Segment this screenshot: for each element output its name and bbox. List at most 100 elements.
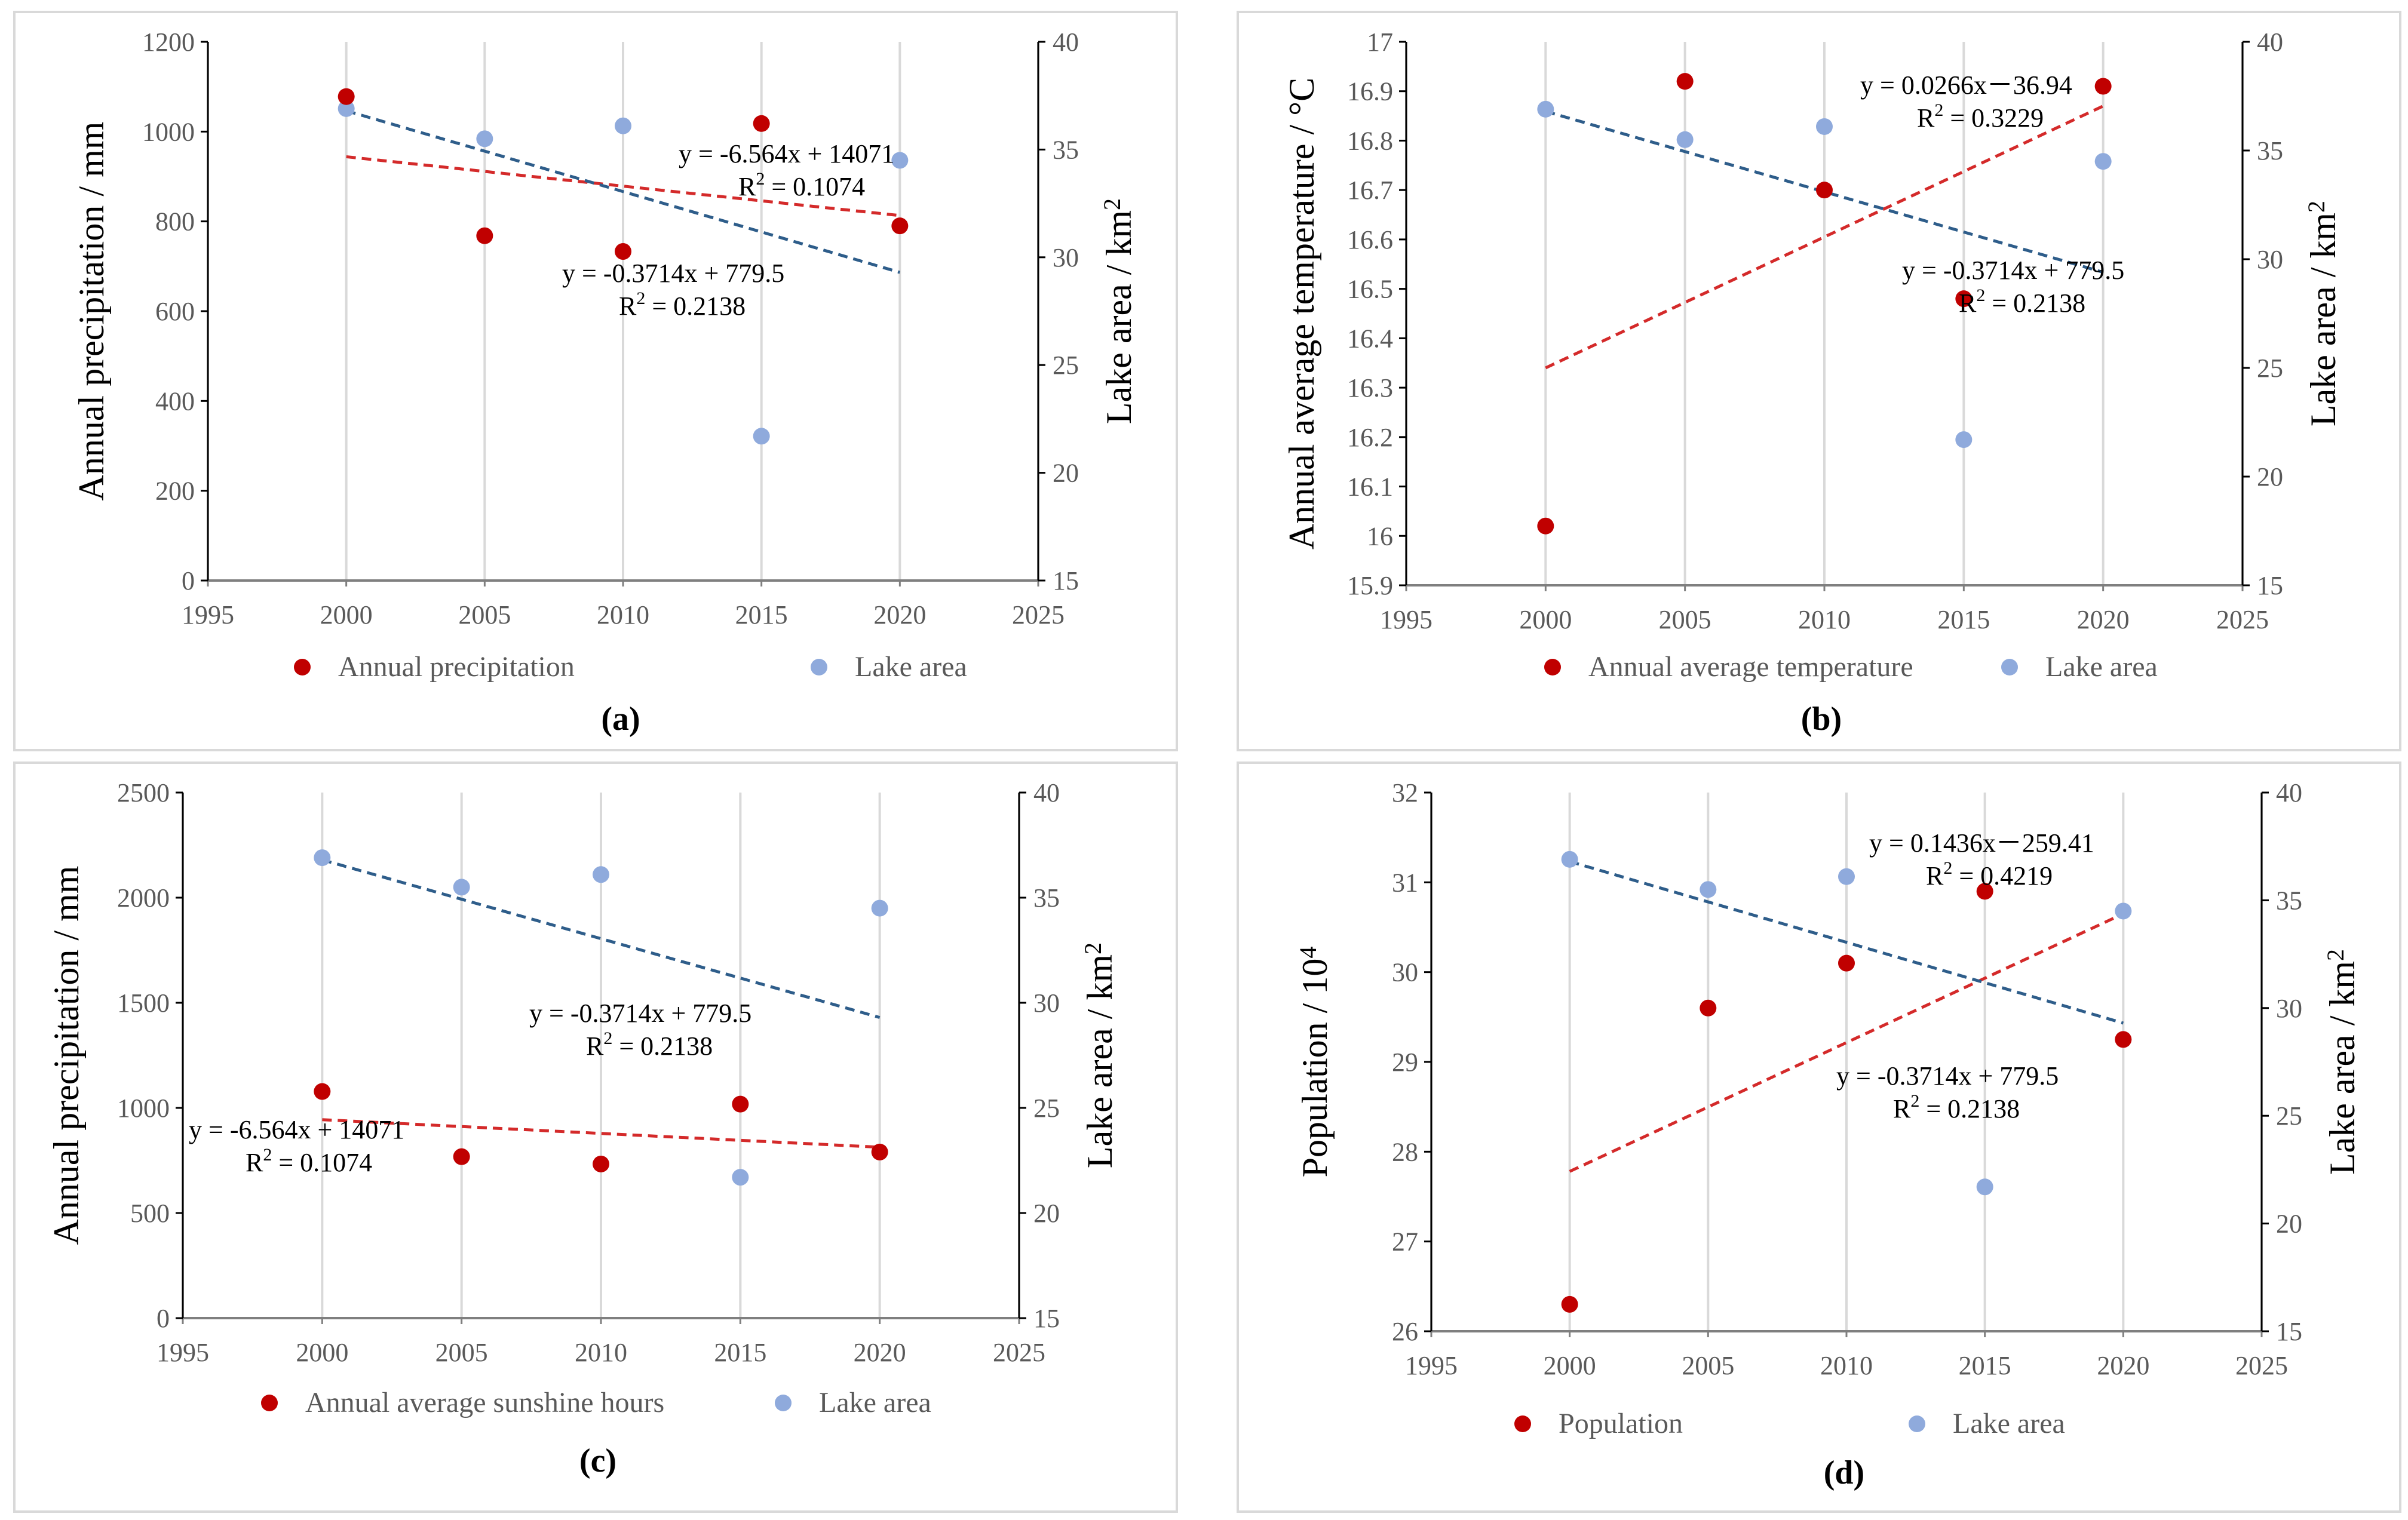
y-tick-label: 16.1 (1347, 472, 1393, 502)
legend-marker-primary (1544, 659, 1561, 675)
data-point-lake-area (2115, 902, 2132, 920)
y2-tick-label: 25 (1053, 351, 1079, 380)
y-axis-title: Annual precipitation / mm (72, 122, 111, 501)
x-tick-label: 2025 (993, 1338, 1045, 1367)
y2-axis-title: Lake area / km2 (1079, 942, 1119, 1168)
y2-tick-label: 30 (2257, 245, 2283, 274)
data-point-lake-area (871, 899, 888, 917)
x-tick-label: 2005 (1659, 605, 1711, 634)
y2-tick-label: 25 (1033, 1094, 1060, 1123)
y2-axis-title: Lake area / km2 (1099, 198, 1139, 424)
y-tick-label: 2000 (117, 883, 170, 913)
y-tick-label: 16 (1367, 521, 1393, 551)
y-tick-label: 400 (155, 386, 195, 416)
x-tick-label: 2000 (296, 1338, 348, 1367)
chart-panel-d: 1995 2000 2005 2010 2015 2020 2025 26 27 28 29 30 31… (1237, 761, 2401, 1513)
x-tick-label: 2020 (854, 1338, 906, 1367)
y-tick-label: 32 (1392, 778, 1418, 807)
x-tick-label: 2010 (575, 1338, 627, 1367)
x-tick-label: 2010 (1798, 605, 1851, 634)
y-tick-label: 16.4 (1347, 324, 1393, 353)
y-axis-title: Annual precipitation / mm (47, 866, 86, 1245)
y2-tick-label: 15 (2276, 1317, 2302, 1346)
y-tick-label: 800 (155, 207, 195, 237)
r-squared-label: R2 = 0.2138 (619, 288, 746, 321)
data-point-lake-area (1838, 868, 1855, 885)
y-tick-label: 28 (1392, 1137, 1418, 1166)
x-tick-label: 1995 (1380, 605, 1432, 634)
data-point-lake-area (1537, 100, 1554, 118)
x-tick-label: 2000 (1519, 605, 1572, 634)
trendline-red (1545, 105, 2104, 370)
legend-marker-lake-area (775, 1395, 792, 1411)
y-tick-label: 16.3 (1347, 373, 1393, 403)
y-tick-label: 1000 (142, 117, 195, 146)
data-point-primary (753, 115, 770, 132)
chart-svg: 1995 2000 2005 2010 2015 2020 2025020040060080… (72, 27, 1139, 738)
x-tick-label: 2025 (1012, 600, 1065, 630)
regression-equation: y = -0.3714x + 779.5 (1836, 1061, 2059, 1091)
panel-label: (a) (601, 701, 640, 738)
data-point-lake-area (615, 117, 631, 134)
x-tick-label: 2000 (320, 600, 373, 630)
data-point-lake-area (314, 849, 331, 867)
y-tick-label: 17 (1367, 27, 1393, 57)
data-point-primary (453, 1148, 470, 1165)
x-tick-label: 2020 (873, 600, 926, 630)
y-tick-label: 29 (1392, 1048, 1418, 1077)
legend-label-primary: Population (1559, 1408, 1683, 1439)
regression-equation: y = 0.0266x－36.94 (1860, 70, 2072, 100)
data-point-primary (1976, 883, 1993, 900)
data-point-primary (1537, 517, 1554, 535)
legend-marker-lake-area (1909, 1415, 1925, 1432)
y2-tick-label: 20 (1033, 1199, 1060, 1228)
y-tick-label: 15.9 (1347, 571, 1393, 600)
x-tick-label: 2005 (435, 1338, 488, 1367)
legend-label-lake-area: Lake area (819, 1387, 931, 1418)
x-tick-label: 2005 (458, 600, 511, 630)
r-squared-label: R2 = 0.2138 (1959, 285, 2085, 318)
regression-equation: y = -0.3714x + 779.5 (1902, 256, 2124, 285)
y2-axis-title: Lake area / km2 (2303, 201, 2343, 426)
r-squared-label: R2 = 0.2138 (586, 1028, 713, 1061)
y2-tick-label: 40 (1053, 27, 1079, 57)
data-point-lake-area (1816, 118, 1833, 135)
data-point-primary (593, 1155, 609, 1172)
trendline-blue (1569, 860, 2124, 1025)
legend-label-lake-area: Lake area (1953, 1408, 2065, 1439)
data-point-primary (891, 217, 909, 235)
x-tick-label: 2005 (1682, 1351, 1734, 1380)
y-tick-label: 16.9 (1347, 77, 1393, 106)
y2-tick-label: 35 (1033, 883, 1060, 913)
y-tick-label: 26 (1392, 1317, 1418, 1346)
y2-tick-label: 30 (1053, 243, 1079, 272)
data-point-primary (476, 227, 493, 244)
legend-marker-primary (294, 659, 311, 675)
data-point-lake-area (891, 152, 909, 169)
x-tick-label: 2000 (1544, 1351, 1596, 1380)
y2-tick-label: 35 (2257, 136, 2283, 165)
y-tick-label: 0 (157, 1304, 170, 1333)
legend-label-primary: Annual average sunshine hours (305, 1387, 664, 1418)
data-point-primary (1955, 290, 1973, 308)
data-point-lake-area (1955, 431, 1973, 449)
chart-svg: 1995 2000 2005 2010 2015 2020 2025050010001500… (47, 778, 1119, 1479)
y-tick-label: 31 (1392, 868, 1418, 897)
chart-svg: 1995 2000 2005 2010 2015 2020 2025262728293031… (1295, 778, 2362, 1491)
data-point-primary (1561, 1295, 1578, 1313)
y2-tick-label: 25 (2276, 1101, 2302, 1131)
r-squared-label: R2 = 0.2138 (1893, 1091, 2020, 1123)
legend-marker-lake-area (811, 659, 827, 675)
y-tick-label: 16.8 (1347, 126, 1393, 155)
r-squared-label: R2 = 0.4219 (1926, 858, 2053, 890)
data-point-lake-area (1700, 881, 1717, 898)
y-tick-label: 2500 (117, 778, 170, 807)
x-tick-label: 2025 (2235, 1351, 2288, 1380)
data-point-primary (615, 243, 631, 260)
data-point-lake-area (593, 866, 609, 883)
r-squared-label: R2 = 0.1074 (246, 1145, 372, 1177)
r-squared-label: R2 = 0.1074 (738, 169, 865, 201)
chart-panel-b: 1995 2000 2005 2010 2015 2020 2025 15.9 16 16.1 16… (1237, 11, 2401, 751)
x-tick-label: 2020 (2077, 605, 2130, 634)
y-tick-label: 0 (182, 566, 195, 595)
